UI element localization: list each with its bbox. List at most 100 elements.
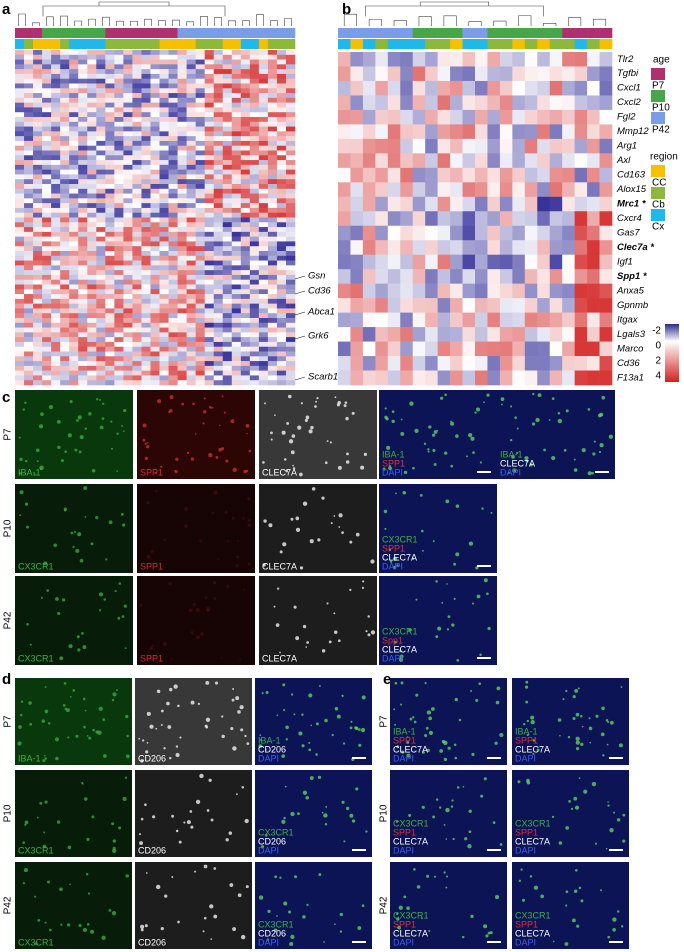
cell (525, 701, 528, 704)
heatmap-cell (214, 198, 223, 203)
heatmap-cell (51, 241, 60, 246)
heatmap-cell (277, 194, 286, 199)
cell (24, 868, 28, 872)
heatmap-cell (105, 151, 114, 156)
heatmap-cell (178, 208, 187, 213)
cell (289, 942, 293, 946)
region-bar (123, 39, 132, 49)
heatmap-cell (562, 182, 575, 197)
heatmap-cell (268, 246, 277, 251)
heatmap-cell (96, 127, 105, 132)
heatmap-cell (141, 194, 150, 199)
heatmap-cell (250, 151, 259, 156)
heatmap-cell (600, 182, 613, 197)
heatmap-cell (196, 131, 205, 136)
heatmap-cell (78, 304, 87, 309)
heatmap-cell (69, 232, 78, 237)
heatmap-cell (51, 189, 60, 194)
heatmap-cell (87, 131, 96, 136)
heatmap-cell (575, 269, 588, 284)
heatmap-cell (169, 308, 178, 313)
heatmap-cell (232, 122, 241, 127)
cell (428, 930, 430, 932)
heatmap-cell (169, 122, 178, 127)
colorbar-label: 2 (655, 356, 661, 367)
heatmap-cell (178, 189, 187, 194)
cell (350, 726, 353, 729)
heatmap-cell (96, 55, 105, 60)
cell (572, 918, 576, 922)
heatmap-cell (33, 165, 42, 170)
heatmap-cell (375, 182, 388, 197)
gene-label: Grk6 (308, 331, 329, 342)
heatmap-cell (105, 222, 114, 227)
heatmap-cell (277, 366, 286, 371)
heatmap-cell (105, 227, 114, 232)
heatmap-cell (600, 313, 613, 328)
heatmap-cell (132, 318, 141, 323)
heatmap-cell (600, 197, 613, 212)
heatmap-cell (338, 66, 351, 81)
heatmap-cell (250, 237, 259, 242)
heatmap-cell (286, 347, 295, 352)
heatmap-cell (87, 237, 96, 242)
cell (161, 724, 163, 726)
cell (170, 395, 174, 399)
cell (246, 470, 249, 473)
heatmap-cell (268, 203, 277, 208)
heatmap-cell (400, 139, 413, 154)
heatmap-cell (114, 294, 123, 299)
heatmap-cell (562, 371, 575, 386)
heatmap-cell (33, 256, 42, 261)
cell (413, 868, 416, 871)
region-bar (51, 39, 60, 49)
heatmap-cell (487, 269, 500, 284)
heatmap-cell (587, 66, 600, 81)
cell (297, 426, 301, 430)
heatmap-cell (24, 251, 33, 256)
heatmap-cell (512, 342, 525, 357)
cell (400, 432, 404, 436)
heatmap-cell (132, 107, 141, 112)
heatmap-cell (500, 284, 513, 299)
heatmap-cell (160, 208, 169, 213)
heatmap-cell (512, 240, 525, 255)
heatmap-cell (78, 356, 87, 361)
heatmap-cell (286, 213, 295, 218)
heatmap-cell (87, 323, 96, 328)
heatmap-cell (60, 69, 69, 74)
heatmap-cell (232, 337, 241, 342)
heatmap-cell (15, 246, 24, 251)
heatmap-cell (87, 270, 96, 275)
heatmap-cell (69, 112, 78, 117)
heatmap-cell (24, 208, 33, 213)
heatmap-cell (42, 375, 51, 380)
heatmap-cell (33, 222, 42, 227)
heatmap-cell (268, 112, 277, 117)
heatmap-cell (205, 55, 214, 60)
heatmap-cell (15, 98, 24, 103)
heatmap-cell (69, 103, 78, 108)
age-bar (259, 28, 268, 38)
heatmap-cell (277, 98, 286, 103)
heatmap-cell (169, 103, 178, 108)
heatmap-cell (123, 299, 132, 304)
heatmap-cell (350, 298, 363, 313)
heatmap-cell (196, 55, 205, 60)
heatmap-cell (24, 241, 33, 246)
heatmap-cell (24, 275, 33, 280)
age-bar (132, 28, 141, 38)
heatmap-cell (487, 255, 500, 270)
cell (247, 497, 250, 500)
heatmap-cell (512, 52, 525, 67)
heatmap-cell (277, 222, 286, 227)
heatmap-cell (277, 122, 286, 127)
cell (337, 715, 341, 719)
heatmap-cell (196, 103, 205, 108)
cell (75, 549, 79, 553)
heatmap-cell (87, 184, 96, 189)
heatmap-cell (205, 131, 214, 136)
heatmap-cell (187, 218, 196, 223)
heatmap-cell (241, 299, 250, 304)
cell (119, 582, 122, 585)
